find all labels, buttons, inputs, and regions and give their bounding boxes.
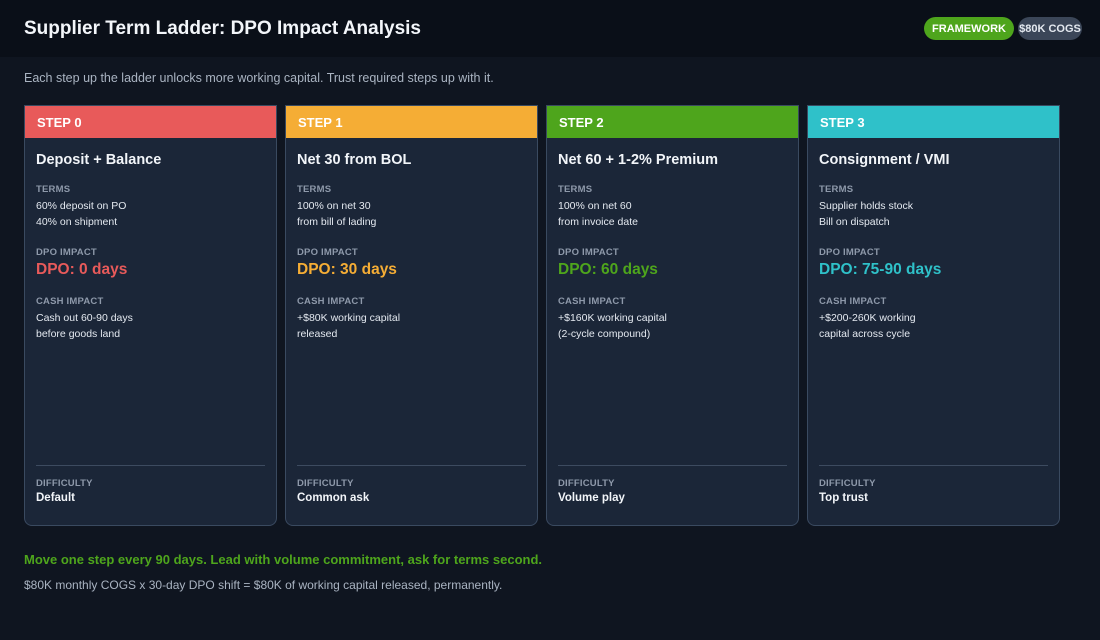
step-card-0: STEP 0 Deposit + Balance TERMS 60% depos… (24, 105, 277, 526)
terms-text: 100% on net 30 from bill of lading (297, 200, 377, 228)
header-bar: Supplier Term Ladder: DPO Impact Analysi… (0, 0, 1100, 57)
terms-text: Supplier holds stock Bill on dispatch (819, 200, 913, 228)
terms-label: TERMS (819, 184, 854, 195)
step-title: Net 30 from BOL (297, 152, 412, 168)
step-title: Consignment / VMI (819, 152, 950, 168)
divider (558, 465, 787, 466)
step-title: Deposit + Balance (36, 152, 162, 168)
cash-impact-label: CASH IMPACT (558, 296, 626, 307)
difficulty-section: DIFFICULTY Common ask (297, 478, 369, 504)
divider (36, 465, 265, 466)
page-title: Supplier Term Ladder: DPO Impact Analysi… (24, 17, 421, 39)
cash-impact-label: CASH IMPACT (297, 296, 365, 307)
step-card-3: STEP 3 Consignment / VMI TERMS Supplier … (807, 105, 1060, 526)
step-card-1: STEP 1 Net 30 from BOL TERMS 100% on net… (285, 105, 538, 526)
footer-note: $80K monthly COGS x 30-day DPO shift = $… (24, 578, 503, 592)
step-cards: STEP 0 Deposit + Balance TERMS 60% depos… (0, 105, 1100, 526)
badge-group: FRAMEWORK $80K COGS (924, 17, 1082, 40)
dpo-value: DPO: 60 days (558, 261, 658, 278)
dpo-impact-label: DPO IMPACT (36, 247, 97, 258)
cogs-badge: $80K COGS (1018, 17, 1082, 40)
framework-badge: FRAMEWORK (924, 17, 1014, 40)
footer-headline: Move one step every 90 days. Lead with v… (24, 552, 543, 567)
cash-impact-text: +$80K working capital released (297, 312, 401, 340)
dpo-impact-label: DPO IMPACT (297, 247, 358, 258)
step-header: STEP 0 (25, 106, 276, 138)
difficulty-value: Default (36, 492, 75, 504)
difficulty-value: Top trust (819, 492, 868, 504)
cash-impact-label: CASH IMPACT (819, 296, 887, 307)
dpo-value: DPO: 0 days (36, 261, 128, 278)
difficulty-section: DIFFICULTY Top trust (819, 478, 876, 504)
step-header: STEP 1 (286, 106, 537, 138)
difficulty-label: DIFFICULTY (297, 478, 354, 489)
terms-label: TERMS (297, 184, 332, 195)
difficulty-value: Volume play (558, 492, 625, 504)
cash-impact-text: +$200-260K working capital across cycle (819, 312, 916, 340)
terms-label: TERMS (36, 184, 71, 195)
step-header: STEP 2 (547, 106, 798, 138)
step-title: Net 60 + 1-2% Premium (558, 152, 718, 168)
difficulty-section: DIFFICULTY Default (36, 478, 93, 504)
dpo-value: DPO: 30 days (297, 261, 397, 278)
difficulty-label: DIFFICULTY (819, 478, 876, 489)
step-header: STEP 3 (808, 106, 1059, 138)
difficulty-section: DIFFICULTY Volume play (558, 478, 625, 504)
dpo-impact-label: DPO IMPACT (558, 247, 619, 258)
difficulty-label: DIFFICULTY (36, 478, 93, 489)
dpo-value: DPO: 75-90 days (819, 261, 942, 278)
footer: Move one step every 90 days. Lead with v… (0, 526, 1100, 592)
terms-label: TERMS (558, 184, 593, 195)
cash-impact-text: +$160K working capital (2-cycle compound… (558, 312, 667, 340)
cash-impact-label: CASH IMPACT (36, 296, 104, 307)
divider (297, 465, 526, 466)
difficulty-value: Common ask (297, 492, 370, 504)
step-card-2: STEP 2 Net 60 + 1-2% Premium TERMS 100% … (546, 105, 799, 526)
cash-impact-text: Cash out 60-90 days before goods land (36, 312, 133, 340)
page-subtitle: Each step up the ladder unlocks more wor… (24, 71, 494, 85)
divider (819, 465, 1048, 466)
difficulty-label: DIFFICULTY (558, 478, 615, 489)
terms-text: 60% deposit on PO 40% on shipment (36, 200, 127, 228)
terms-text: 100% on net 60 from invoice date (558, 200, 638, 228)
dpo-impact-label: DPO IMPACT (819, 247, 880, 258)
